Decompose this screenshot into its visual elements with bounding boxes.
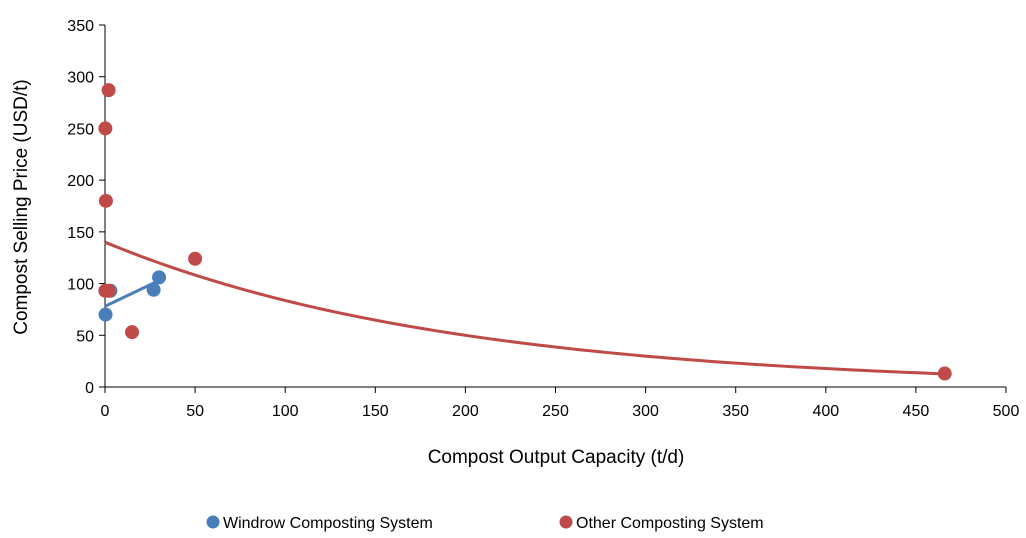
y-tick-label: 100 xyxy=(67,277,94,294)
data-point-series-1 xyxy=(188,251,203,266)
data-point-series-1 xyxy=(98,193,113,208)
y-tick-label: 150 xyxy=(67,225,94,242)
x-tick-label: 450 xyxy=(903,403,930,420)
data-point-series-0 xyxy=(152,270,167,285)
data-points xyxy=(98,83,952,381)
data-point-series-1 xyxy=(98,121,113,136)
x-tick-label: 400 xyxy=(812,403,839,420)
y-axis-title: Compost Selling Price (USD/t) xyxy=(11,79,32,335)
y-tick-label: 350 xyxy=(67,18,94,35)
data-point-series-1 xyxy=(125,325,140,340)
data-point-series-0 xyxy=(146,282,161,297)
data-point-series-1 xyxy=(101,283,116,298)
legend-label-0: Windrow Composting System xyxy=(223,515,433,532)
legend-marker-0 xyxy=(206,515,220,529)
data-point-series-1 xyxy=(101,83,116,98)
data-point-series-0 xyxy=(98,307,113,322)
x-tick-label: 100 xyxy=(272,403,299,420)
x-tick-label: 200 xyxy=(452,403,479,420)
y-tick-label: 50 xyxy=(76,328,94,345)
x-axis-title: Compost Output Capacity (t/d) xyxy=(428,447,685,468)
y-tick-label: 250 xyxy=(67,121,94,138)
y-tick-label: 0 xyxy=(85,380,94,397)
x-tick-label: 0 xyxy=(101,403,110,420)
legend-label-1: Other Composting System xyxy=(576,515,764,532)
trendlines xyxy=(104,240,945,376)
x-tick-label: 300 xyxy=(632,403,659,420)
axes: 0 50 100 150 200 250 300 350 0 50 100 150 200 250 300 3… xyxy=(67,18,1019,420)
x-tick-label: 50 xyxy=(186,403,204,420)
x-tick-label: 250 xyxy=(542,403,569,420)
y-tick-label: 300 xyxy=(67,70,94,87)
x-tick-label: 150 xyxy=(362,403,389,420)
y-tick-label: 200 xyxy=(67,173,94,190)
legend: Windrow Composting System Other Compostin… xyxy=(206,515,764,532)
x-tick-label: 500 xyxy=(993,403,1020,420)
x-tick-label: 350 xyxy=(722,403,749,420)
data-point-series-1 xyxy=(937,366,952,381)
legend-marker-1 xyxy=(559,515,573,529)
trendline-series-1 xyxy=(104,240,945,376)
